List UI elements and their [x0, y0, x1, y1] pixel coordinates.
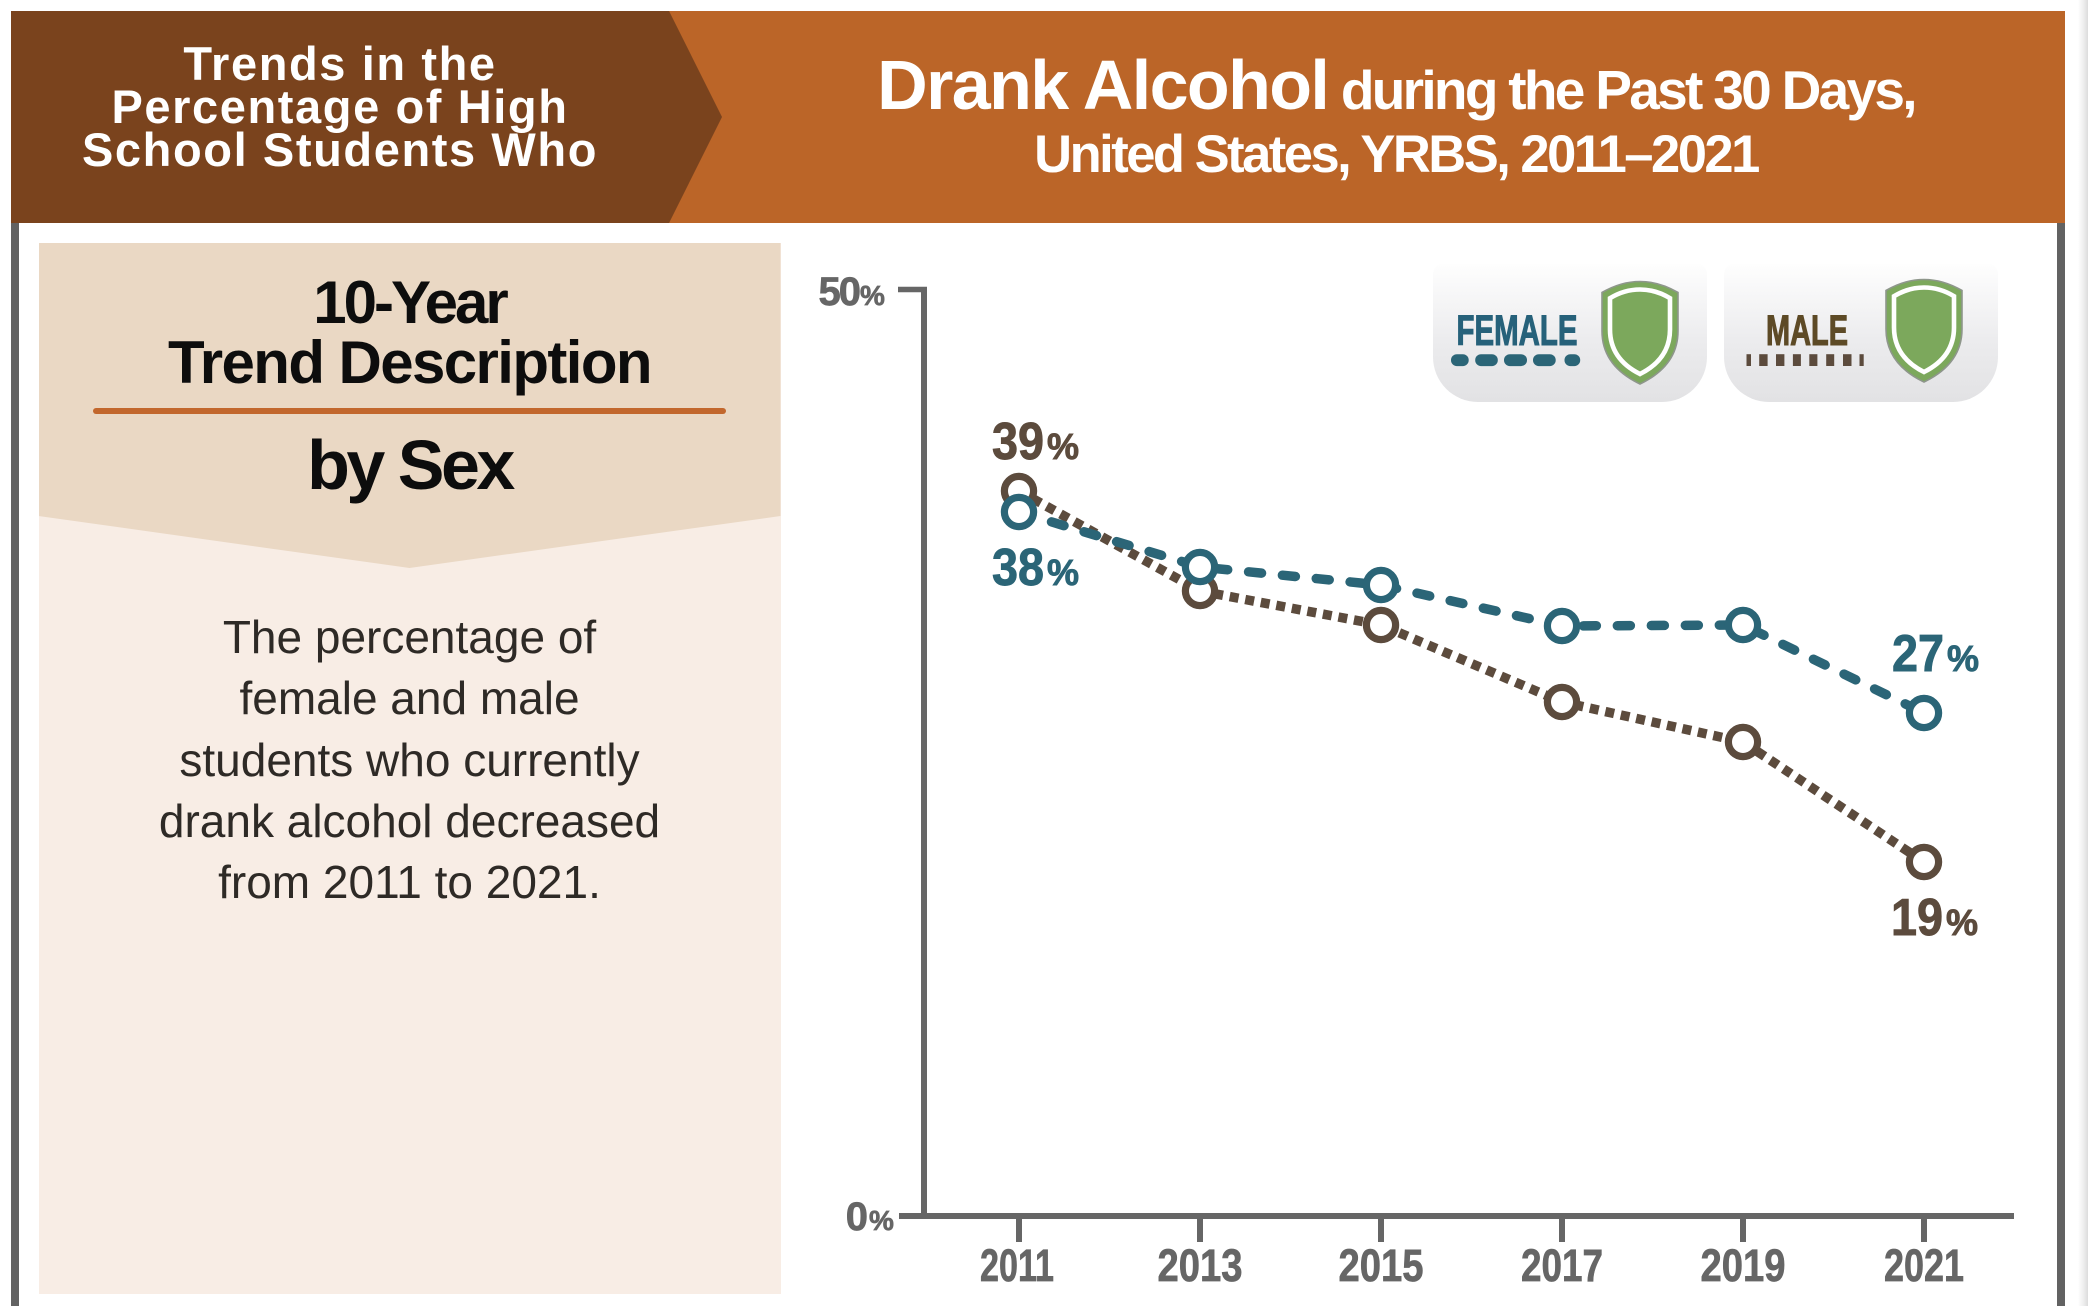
- svg-text:2013: 2013: [1158, 1240, 1243, 1291]
- svg-text:19%: 19%: [1891, 889, 1978, 947]
- svg-text:2015: 2015: [1339, 1240, 1424, 1291]
- svg-text:2021: 2021: [1884, 1240, 1964, 1291]
- svg-text:FEMALE: FEMALE: [1457, 307, 1578, 355]
- svg-text:38%: 38%: [992, 539, 1079, 597]
- svg-text:2011: 2011: [980, 1240, 1054, 1291]
- svg-text:0: 0: [846, 1195, 868, 1239]
- svg-text:27%: 27%: [1892, 625, 1979, 683]
- svg-text:%: %: [869, 1205, 894, 1236]
- svg-text:MALE: MALE: [1766, 307, 1848, 355]
- svg-text:39%: 39%: [992, 413, 1079, 471]
- svg-text:50: 50: [819, 270, 860, 314]
- svg-text:%: %: [860, 280, 885, 311]
- svg-text:2019: 2019: [1701, 1240, 1786, 1291]
- svg-text:2017: 2017: [1521, 1240, 1603, 1291]
